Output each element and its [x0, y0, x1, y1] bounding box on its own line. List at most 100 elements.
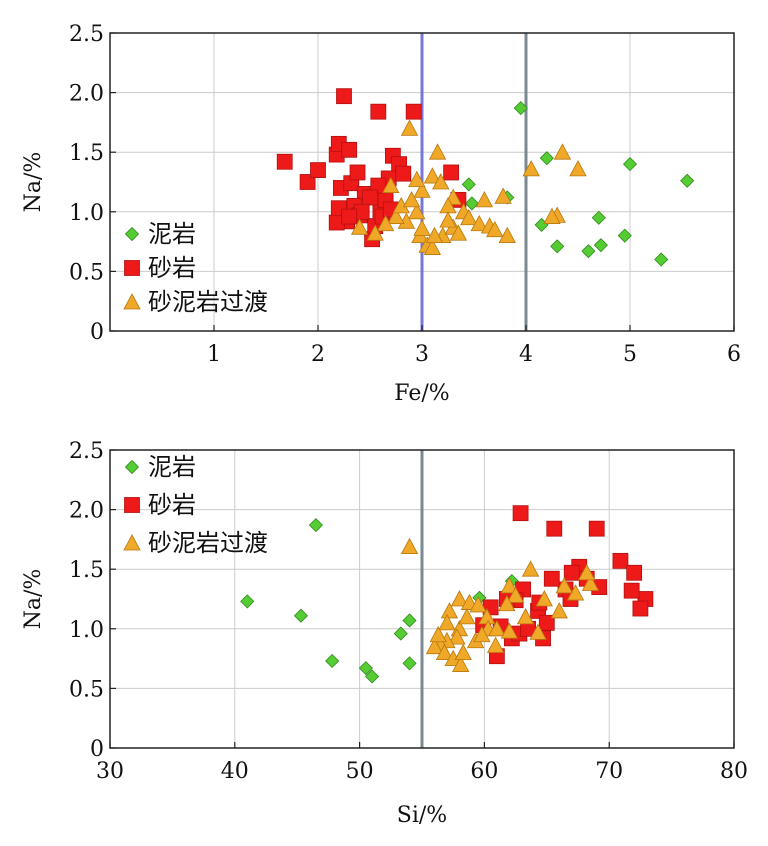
x-tick-label: 3	[415, 342, 429, 367]
y-tick-label: 2.5	[69, 22, 104, 47]
data-point-transition	[382, 176, 400, 193]
data-point-sandstone	[623, 582, 640, 599]
data-point-mudstone	[539, 151, 554, 166]
data-point-transition	[569, 160, 587, 177]
legend-marker-mudstone	[124, 459, 140, 475]
legend-marker-sandstone	[124, 260, 140, 276]
y-tick-label: 1.5	[69, 558, 104, 583]
data-point-transition	[387, 207, 405, 224]
x-tick-label: 40	[221, 759, 249, 784]
x-tick-label: 6	[727, 342, 741, 367]
y-tick-label: 2.0	[69, 499, 104, 524]
data-point-mudstone	[617, 228, 632, 243]
data-point-transition	[473, 625, 491, 643]
data-point-sandstone	[546, 520, 563, 537]
y-tick-label: 0.5	[69, 260, 104, 285]
x-tick-label: 30	[96, 759, 124, 784]
data-point-transition	[578, 563, 596, 581]
data-point-mudstone	[513, 101, 528, 116]
data-point-sandstone	[543, 570, 560, 587]
data-point-transition	[428, 143, 447, 160]
data-point-sandstone	[349, 164, 366, 181]
data-point-transition	[581, 574, 600, 591]
data-point-transition	[500, 622, 519, 639]
data-point-sandstone	[362, 189, 378, 206]
data-point-transition	[486, 636, 505, 653]
data-point-transition	[470, 214, 488, 232]
series-mudstone	[240, 518, 519, 684]
data-point-mudstone	[622, 157, 638, 172]
data-point-mudstone	[550, 239, 565, 254]
data-point-transition	[469, 596, 487, 613]
data-point-sandstone	[370, 103, 387, 120]
data-point-sandstone	[395, 165, 412, 182]
data-point-transition	[535, 590, 553, 607]
data-point-transition	[423, 238, 442, 255]
data-point-transition	[458, 608, 476, 625]
data-point-transition	[543, 207, 561, 224]
data-point-transition	[440, 602, 459, 619]
data-point-transition	[521, 560, 540, 577]
data-point-transition	[400, 537, 419, 554]
data-point-sandstone	[626, 564, 643, 581]
data-point-transition	[475, 191, 494, 208]
data-point-transition	[438, 613, 456, 631]
x-tick-label: 50	[346, 759, 374, 784]
data-point-transition	[450, 590, 469, 607]
x-tick-label: 2	[311, 342, 325, 367]
legend-label-mudstone: 泥岩	[148, 220, 196, 248]
data-point-transition	[376, 214, 395, 232]
data-point-transition	[400, 119, 419, 136]
y-tick-label: 1.0	[69, 201, 104, 226]
data-point-transition	[366, 224, 384, 241]
series-transition	[400, 537, 600, 672]
data-point-transition	[452, 655, 470, 672]
legend-marker-mudstone	[124, 226, 140, 242]
data-point-transition	[413, 181, 431, 198]
data-point-transition	[460, 208, 478, 226]
y-tick-label: 0	[90, 737, 104, 762]
x-tick-label: 60	[470, 759, 498, 784]
y-tick-label: 1.5	[69, 141, 104, 166]
data-point-sandstone	[405, 103, 422, 120]
data-point-sandstone	[588, 520, 605, 537]
x-tick-label: 80	[720, 759, 748, 784]
data-point-transition	[429, 625, 447, 643]
data-point-sandstone	[370, 177, 387, 194]
data-point-mudstone	[591, 210, 606, 225]
data-point-mudstone	[654, 252, 669, 267]
data-point-transition	[553, 143, 572, 160]
data-point-mudstone	[293, 608, 309, 623]
data-point-transition	[425, 226, 444, 244]
data-point-sandstone	[632, 600, 649, 617]
data-point-transition	[529, 623, 547, 640]
data-point-mudstone	[308, 518, 323, 533]
data-point-sandstone	[336, 88, 352, 105]
data-point-transition	[486, 220, 504, 238]
data-point-mudstone	[358, 661, 373, 676]
data-point-sandstone	[612, 552, 629, 569]
legend-marker-sandstone	[124, 497, 140, 513]
y-tick-label: 2.5	[69, 439, 104, 464]
data-point-sandstone	[341, 141, 358, 158]
data-point-mudstone	[581, 244, 596, 259]
y-tick-label: 0.5	[69, 677, 104, 702]
legend-label-sandstone: 砂岩	[148, 254, 196, 282]
data-point-mudstone	[593, 238, 608, 253]
legend-marker-transition	[123, 534, 141, 551]
data-point-transition	[413, 219, 431, 236]
data-point-transition	[350, 218, 369, 235]
data-point-mudstone	[240, 594, 255, 609]
data-point-transition	[498, 226, 516, 244]
y-tick-label: 0	[90, 320, 104, 345]
data-point-sandstone	[512, 505, 529, 522]
data-point-sandstone	[563, 564, 580, 581]
data-point-sandstone	[299, 174, 316, 190]
data-point-transition	[500, 577, 519, 594]
data-point-transition	[435, 643, 454, 661]
data-point-transition	[408, 170, 426, 188]
series-transition	[350, 119, 587, 255]
y-tick-label: 2.0	[69, 82, 104, 107]
